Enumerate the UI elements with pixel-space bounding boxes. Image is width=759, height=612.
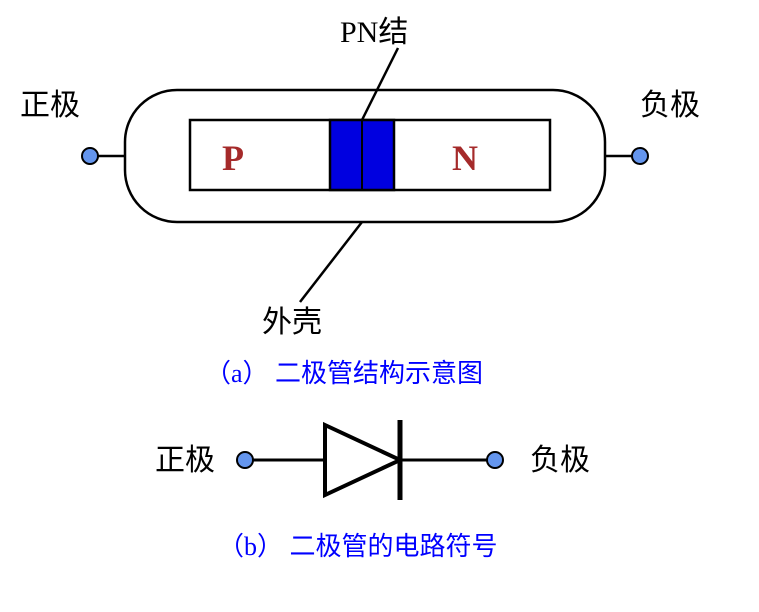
pn-leader-line [362, 48, 398, 120]
negative-label: 负极 [640, 89, 700, 122]
n-region-label: N [452, 138, 478, 178]
symbol-negative-terminal [487, 452, 503, 468]
positive-label-2: 正极 [155, 444, 215, 477]
p-region-label: P [222, 138, 244, 178]
caption-a: （a） 二极管结构示意图 [205, 359, 483, 388]
diode-diagram: PN结 P N 正极 负极 外壳 （a） 二极管结构示意图 正极 负极 （b） … [0, 0, 759, 612]
pn-junction-label: PN结 [340, 16, 408, 49]
symbol-positive-terminal [237, 452, 253, 468]
positive-label: 正极 [20, 89, 80, 122]
caption-b: （b） 二极管的电路符号 [218, 532, 498, 561]
casing-leader-line [300, 222, 362, 302]
negative-terminal [632, 148, 648, 164]
negative-label-2: 负极 [530, 444, 590, 477]
casing-label: 外壳 [262, 306, 322, 339]
positive-terminal [82, 148, 98, 164]
diode-triangle [325, 425, 400, 495]
